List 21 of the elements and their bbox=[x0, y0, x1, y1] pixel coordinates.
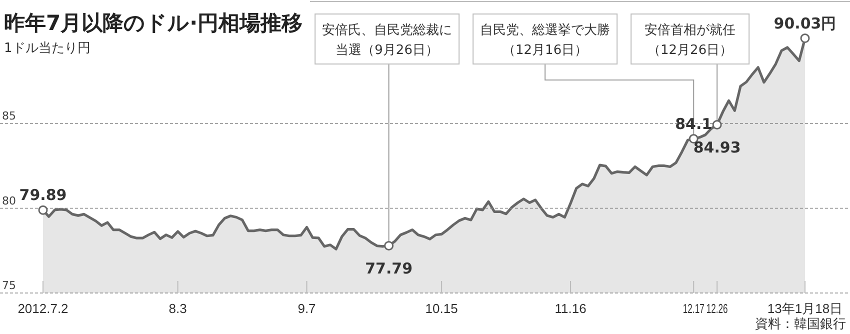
data-label: 84.1 bbox=[675, 114, 712, 133]
text: 資料：韓国銀行 bbox=[755, 317, 846, 332]
y-tick-label: 80 bbox=[2, 194, 16, 208]
annotation: 自民党、総選挙で大勝（12月16日） bbox=[480, 23, 610, 58]
text: 1ドル当たり円 bbox=[4, 41, 90, 56]
x-tick-label: 11.16 bbox=[554, 301, 586, 316]
x-tick-label: 8.3 bbox=[168, 301, 187, 316]
x-tick-label: 2012.7.2 bbox=[18, 301, 68, 316]
annotation: 安倍氏、自民党総裁に当選（9月26日） bbox=[322, 22, 452, 58]
data-label: 90.03円 bbox=[774, 14, 836, 32]
y-tick-label: 75 bbox=[2, 279, 16, 292]
x-tick-label: 9.7 bbox=[298, 301, 316, 316]
data-label: 84.93 bbox=[693, 138, 741, 157]
x-tick-label: 12.26 bbox=[706, 301, 739, 316]
data-label: 79.89 bbox=[19, 186, 67, 204]
text: 昨年7月以降のドル·円相場推移 bbox=[4, 11, 303, 35]
y-tick-label: 85 bbox=[2, 110, 16, 123]
annotation: 安倍首相が就任（12月26日） bbox=[644, 22, 736, 58]
x-tick-label: 10.15 bbox=[425, 301, 458, 316]
x-tick-label: 13年1月18日 bbox=[767, 301, 843, 316]
data-label: 77.79 bbox=[365, 260, 413, 278]
